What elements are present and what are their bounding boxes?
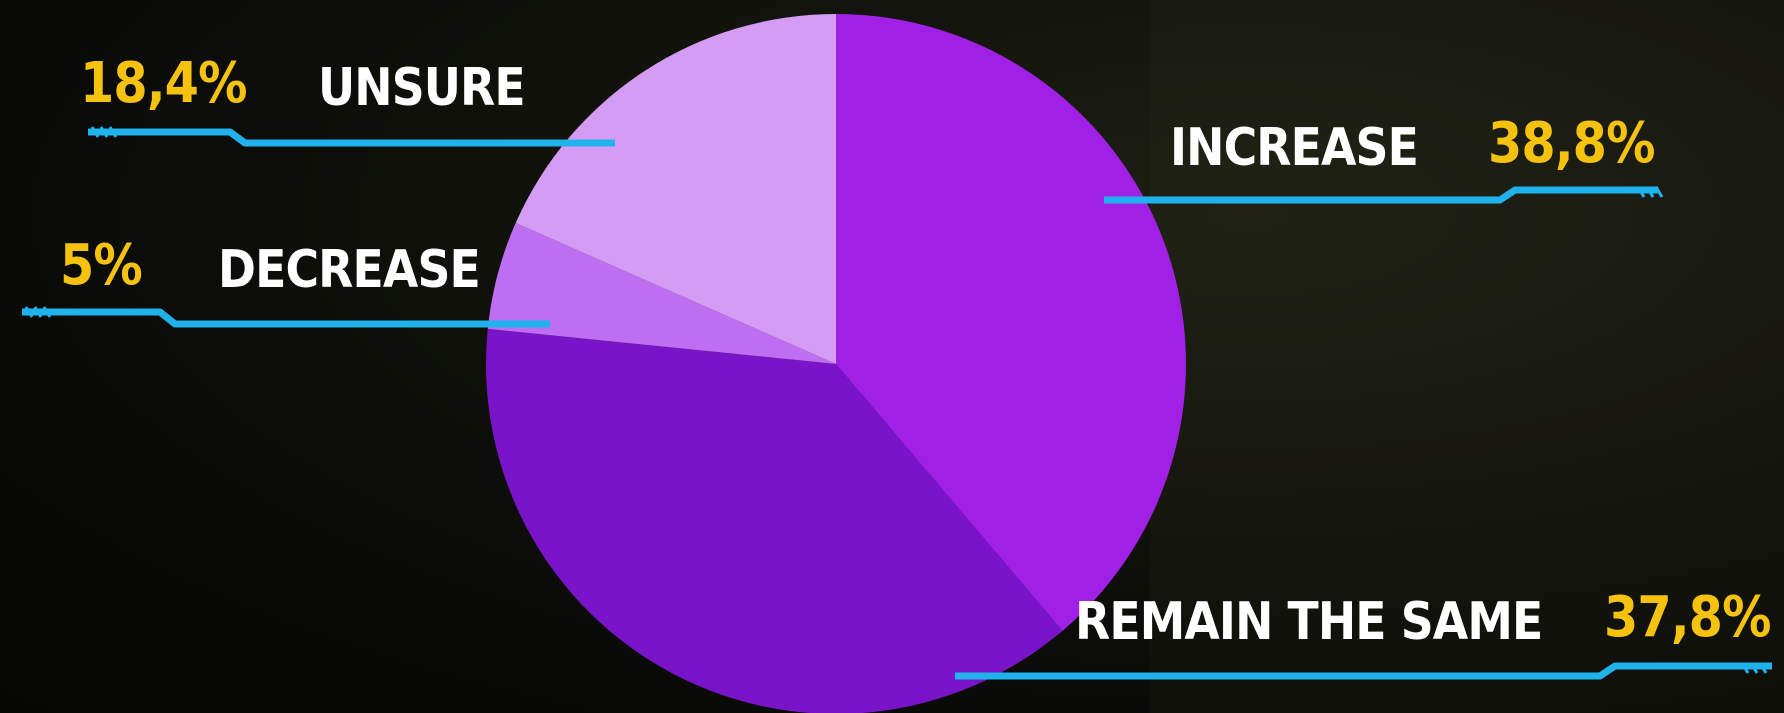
slice-value-remain-the-same: 37,8% [1604,585,1771,650]
pie-slice-remain-the-same [486,328,1063,713]
slice-label-increase: INCREASE [1170,118,1419,178]
slice-label-decrease: DECREASE [218,240,481,300]
slice-label-remain-the-same: REMAIN THE SAME [1075,592,1543,652]
leader-line-remain-the-same [955,662,1772,680]
leader-line-decrease-hatch [24,306,34,318]
leader-line-remain-the-same-hatch [1758,662,1768,674]
leader-line-unsure-hatch [90,126,100,138]
leader-line-remain-the-same-hatch [1740,662,1750,674]
slice-label-unsure: UNSURE [318,58,526,118]
background-panel [1150,0,1784,713]
leader-line-increase-hatch [1636,186,1646,198]
pie-slice-increase [836,14,1186,631]
leader-line-decrease-hatch [42,306,52,318]
slice-value-unsure: 18,4% [80,51,247,116]
leader-line-remain-the-same-hatch [1749,662,1759,674]
slice-value-decrease: 5% [60,233,143,298]
leader-line-unsure [88,128,615,147]
leader-line-decrease [22,308,550,328]
leader-line-decrease-hatch [33,306,43,318]
leader-line-increase [1104,186,1658,204]
leader-line-increase-hatch [1645,186,1655,198]
leader-line-unsure-hatch [99,126,109,138]
leader-line-increase-hatch [1654,186,1664,198]
leader-line-unsure-hatch [108,126,118,138]
pie-slice-unsure [515,14,836,364]
slice-value-increase: 38,8% [1488,111,1655,176]
pie-slice-decrease [487,222,836,364]
